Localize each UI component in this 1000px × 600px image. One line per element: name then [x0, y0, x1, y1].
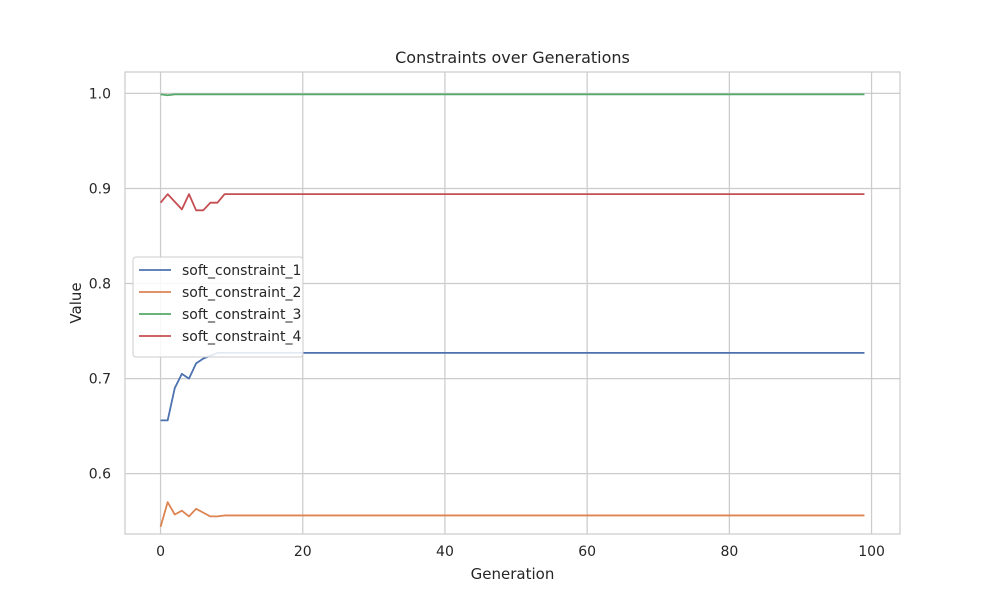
x-axis-label: Generation: [471, 565, 555, 583]
y-axis-label: Value: [67, 282, 85, 323]
series-line-4: [159, 193, 865, 212]
y-tick-label: 1.0: [89, 86, 111, 102]
legend-label-3: soft_constraint_3: [182, 307, 301, 323]
x-tick-label: 20: [294, 544, 312, 560]
legend-label-1: soft_constraint_1: [182, 263, 301, 279]
y-tick-label: 0.6: [89, 467, 111, 483]
tick-labels: 0 20 40 60 80 100 0.6 0.7 0.8 0.9 1.0: [89, 86, 885, 560]
x-tick-label: 0: [156, 544, 165, 560]
series-line-2: [159, 501, 865, 528]
y-tick-label: 0.7: [89, 372, 111, 388]
x-tick-label: 80: [720, 544, 738, 560]
y-tick-label: 0.9: [89, 181, 111, 197]
legend-label-2: soft_constraint_2: [182, 285, 301, 301]
legend-box: [132, 256, 304, 358]
legend-label-4: soft_constraint_4: [182, 329, 302, 345]
chart-title: Constraints over Generations: [395, 48, 630, 67]
x-tick-label: 40: [436, 544, 454, 560]
x-tick-label: 60: [578, 544, 596, 560]
legend: soft_constraint_1 soft_constraint_2 soft_c…: [132, 256, 304, 358]
series-line-3: [160, 93, 865, 97]
y-tick-label: 0.8: [89, 277, 111, 293]
plot-area-frame: [124, 71, 901, 535]
x-tick-label: 100: [858, 544, 885, 560]
